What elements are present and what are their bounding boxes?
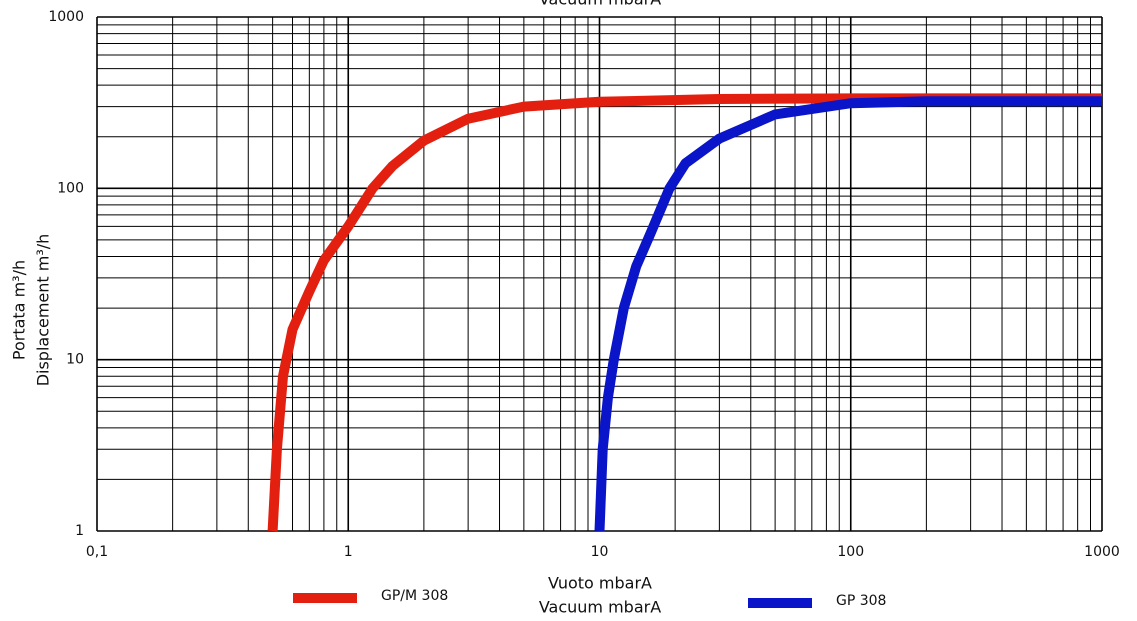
series-line: [267, 93, 1102, 532]
x-axis-label: Vacuum mbarA: [539, 598, 661, 617]
y-axis-label: Portata m³/h: [10, 260, 29, 360]
x-tick-label: 100: [837, 544, 864, 560]
y-axis-label: Displacement m³/h: [34, 234, 53, 387]
x-tick-label: 1: [344, 544, 353, 560]
y-tick-label: 10: [66, 352, 84, 368]
x-tick-label: 1000: [1084, 544, 1120, 560]
top-label: Vacuum mbarA: [539, 0, 661, 9]
x-axis-label: Vuoto mbarA: [548, 574, 652, 593]
legend-label: GP/M 308: [381, 588, 448, 604]
x-tick-label: 0,1: [86, 544, 108, 560]
y-tick-label: 1: [75, 523, 84, 539]
legend-label: GP 308: [836, 593, 886, 609]
series-line: [594, 96, 1102, 532]
x-tick-label: 10: [591, 544, 609, 560]
y-tick-label: 1000: [48, 9, 84, 25]
y-tick-label: 100: [57, 180, 84, 196]
